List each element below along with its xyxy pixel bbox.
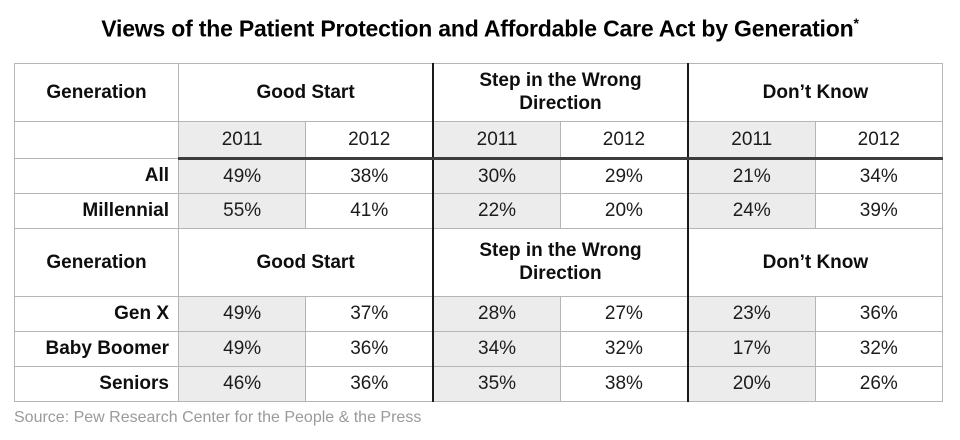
row-label: Baby Boomer: [14, 330, 179, 367]
value-cell: 38%: [305, 157, 434, 194]
table-row-millennial: Millennial 55% 41% 22% 20% 24% 39%: [14, 192, 944, 229]
value-cell: 34%: [432, 330, 561, 367]
value-cell: 32%: [814, 330, 944, 367]
row-label: Millennial: [14, 192, 179, 229]
table-row-baby-boomer: Baby Boomer 49% 36% 34% 32% 17% 32%: [14, 330, 944, 367]
group-header-generation: Generation: [14, 227, 179, 297]
value-cell: 32%: [559, 330, 689, 367]
group-header-dont-know: Don’t Know: [686, 62, 943, 122]
value-cell: 49%: [177, 330, 307, 367]
year-header: 2012: [305, 120, 434, 160]
table-row-genx: Gen X 49% 37% 28% 27% 23% 36%: [14, 295, 944, 332]
value-cell: 30%: [432, 157, 561, 194]
value-cell: 22%: [432, 192, 561, 229]
group-header-row: Generation Good Start Step in the Wrong …: [14, 62, 943, 122]
views-table: Generation Good Start Step in the Wrong …: [14, 62, 944, 402]
group-header-good-start: Good Start: [178, 227, 434, 297]
value-cell: 38%: [559, 365, 689, 402]
group-header-generation: Generation: [14, 62, 179, 122]
row-label: Seniors: [14, 365, 179, 402]
empty-cell: [14, 120, 179, 159]
value-cell: 34%: [814, 157, 944, 194]
value-cell: 55%: [177, 192, 307, 229]
table-row-seniors: Seniors 46% 36% 35% 38% 20% 26%: [14, 365, 944, 402]
group-header-wrong-direction: Step in the Wrong Direction: [432, 62, 689, 122]
year-header: 2012: [814, 120, 944, 160]
value-cell: 49%: [177, 295, 307, 332]
group-header-good-start: Good Start: [178, 62, 434, 122]
year-header: 2011: [686, 120, 816, 160]
value-cell: 26%: [814, 365, 944, 402]
value-cell: 24%: [686, 192, 816, 229]
value-cell: 49%: [177, 157, 307, 194]
page-title: Views of the Patient Protection and Affo…: [0, 9, 960, 43]
group-header-row-repeated: Generation Good Start Step in the Wrong …: [14, 227, 943, 297]
value-cell: 37%: [305, 295, 434, 332]
page: Views of the Patient Protection and Affo…: [0, 9, 960, 440]
value-cell: 36%: [814, 295, 944, 332]
value-cell: 20%: [559, 192, 689, 229]
row-label: All: [14, 157, 179, 194]
value-cell: 35%: [432, 365, 561, 402]
year-header: 2011: [177, 120, 307, 160]
group-header-wrong-direction: Step in the Wrong Direction: [432, 227, 689, 297]
value-cell: 21%: [686, 157, 816, 194]
value-cell: 17%: [686, 330, 816, 367]
source-note: Source: Pew Research Center for the Peop…: [14, 408, 422, 426]
value-cell: 36%: [305, 330, 434, 367]
value-cell: 28%: [432, 295, 561, 332]
value-cell: 27%: [559, 295, 689, 332]
value-cell: 41%: [305, 192, 434, 229]
group-header-dont-know: Don’t Know: [686, 227, 943, 297]
value-cell: 29%: [559, 157, 689, 194]
value-cell: 46%: [177, 365, 307, 402]
value-cell: 36%: [305, 365, 434, 402]
year-header-row: 2011 2012 2011 2012 2011 2012: [14, 120, 944, 160]
year-header: 2012: [559, 120, 689, 160]
year-header: 2011: [432, 120, 561, 160]
table-row-all: All 49% 38% 30% 29% 21% 34%: [14, 157, 944, 194]
title-asterisk: *: [853, 15, 859, 31]
value-cell: 23%: [686, 295, 816, 332]
row-label: Gen X: [14, 295, 179, 332]
page-title-text: Views of the Patient Protection and Affo…: [101, 15, 854, 42]
value-cell: 39%: [814, 192, 944, 229]
value-cell: 20%: [686, 365, 816, 402]
